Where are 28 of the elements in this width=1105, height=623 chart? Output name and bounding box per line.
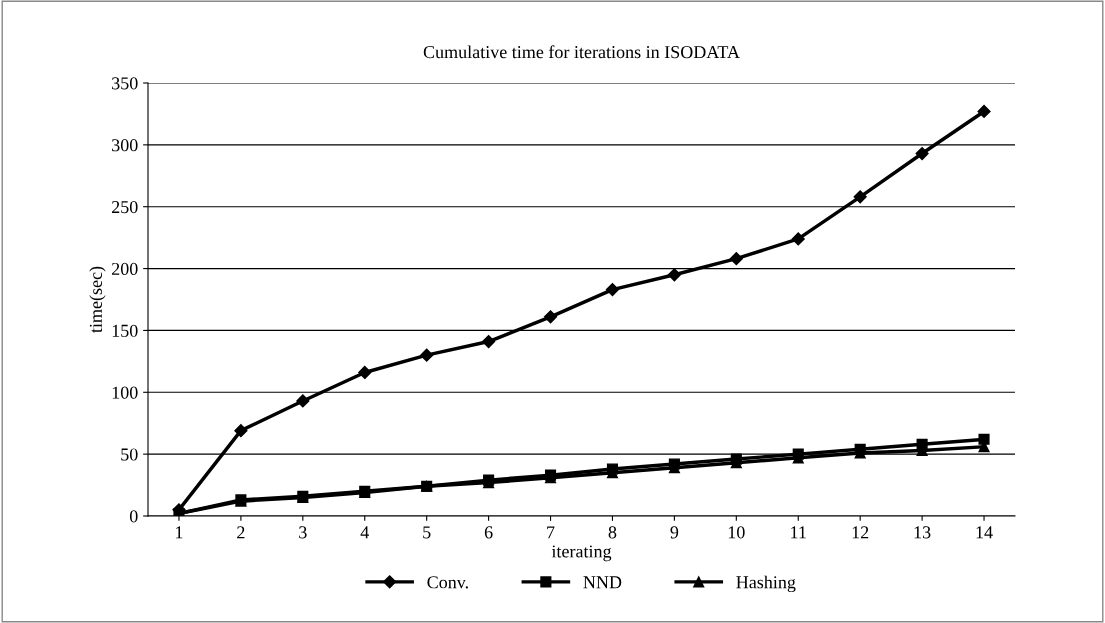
x-tick-label: 4 [360,526,369,539]
y-tick-label: 100 [112,386,138,399]
x-tick-label: 2 [237,526,245,539]
x-tick-label: 3 [299,526,307,539]
y-tick-label: 200 [111,262,138,276]
x-tick-label: 5 [423,526,431,539]
x-tick-label: 7 [547,526,555,539]
x-tick-label: 9 [670,526,679,539]
x-tick-label: 8 [608,526,617,539]
x-tick-label: 1 [176,526,183,539]
x-tick-label: 14 [976,526,993,539]
y-tick-label: 150 [112,324,138,337]
y-axis-title: time(sec) [89,266,106,333]
legend-label: Conv. [427,576,468,589]
legend-label: NND [583,576,622,589]
y-tick-label: 0 [129,510,138,523]
y-tick-label: 300 [112,139,138,152]
x-tick-label: 12 [852,526,869,539]
legend-label: Hashing [736,575,796,593]
y-tick-label: 250 [111,200,138,214]
x-tick-label: 10 [728,526,745,539]
x-tick-label: 6 [484,526,493,539]
x-tick-label: 13 [914,526,931,539]
x-axis-title: iterating [551,545,612,562]
chart-title: Cumulative time for iterations in ISODATA [423,45,740,59]
y-tick-label: 350 [112,77,138,90]
y-tick-label: 50 [121,448,138,461]
x-tick-label: 11 [791,526,806,539]
